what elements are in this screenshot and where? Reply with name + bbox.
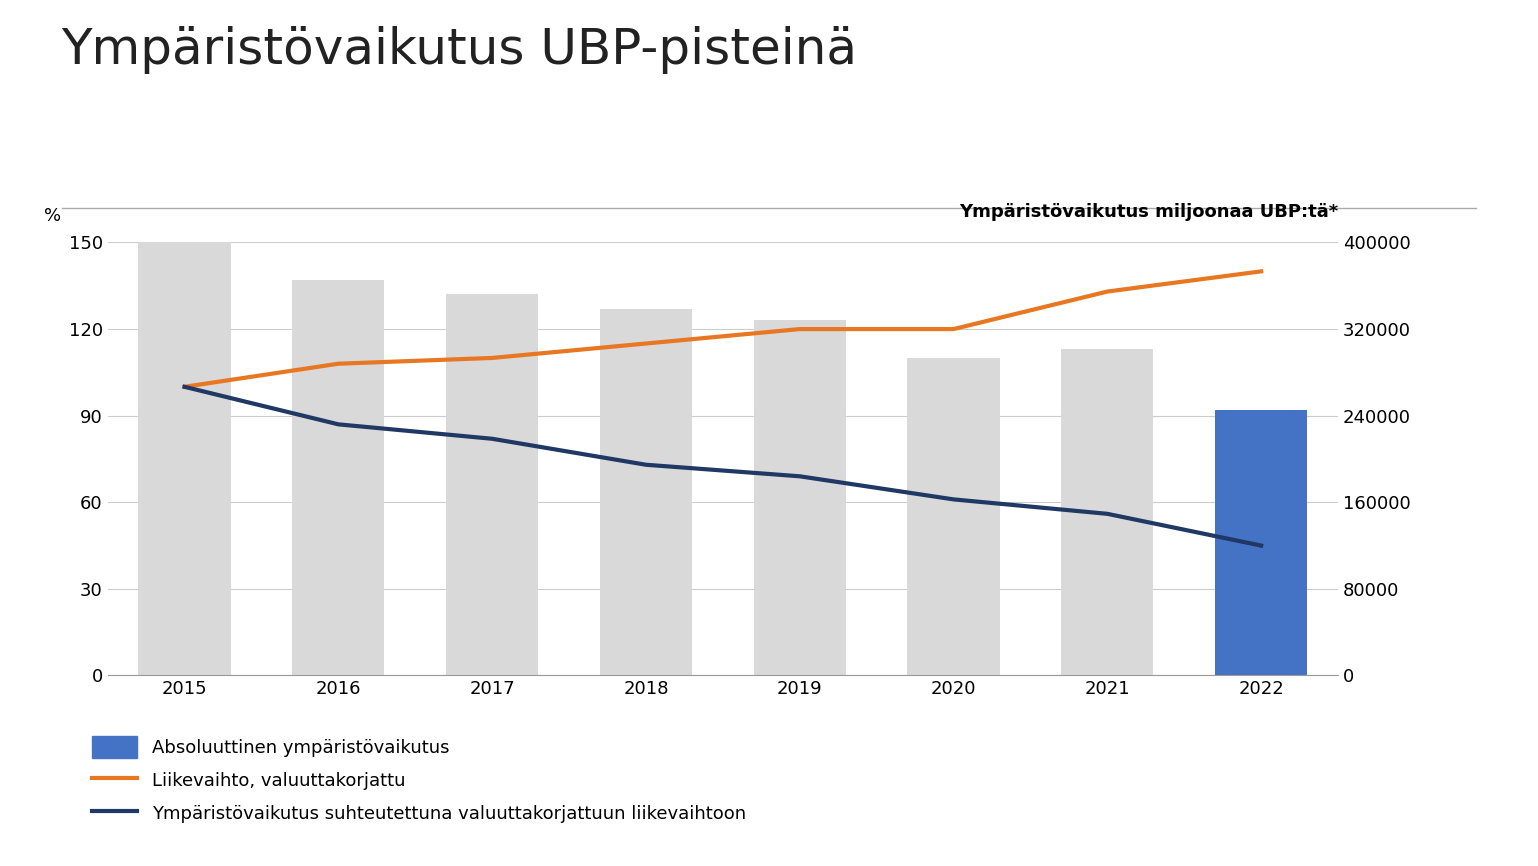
Text: Ympäristövaikutus miljoonaa UBP:tä*: Ympäristövaikutus miljoonaa UBP:tä* — [958, 203, 1338, 221]
Bar — [600, 309, 692, 675]
Bar — [1061, 349, 1154, 675]
Bar — [138, 242, 231, 675]
Bar — [446, 294, 538, 675]
Text: Ympäristövaikutus UBP-pisteinä: Ympäristövaikutus UBP-pisteinä — [62, 26, 858, 74]
Bar — [292, 280, 384, 675]
Y-axis label: %: % — [43, 207, 62, 225]
Legend: Absoluuttinen ympäristövaikutus, Liikevaihto, valuuttakorjattu, Ympäristövaikutu: Absoluuttinen ympäristövaikutus, Liikeva… — [92, 736, 746, 824]
Bar — [1215, 410, 1307, 675]
Bar — [754, 320, 846, 675]
Bar — [907, 358, 1000, 675]
